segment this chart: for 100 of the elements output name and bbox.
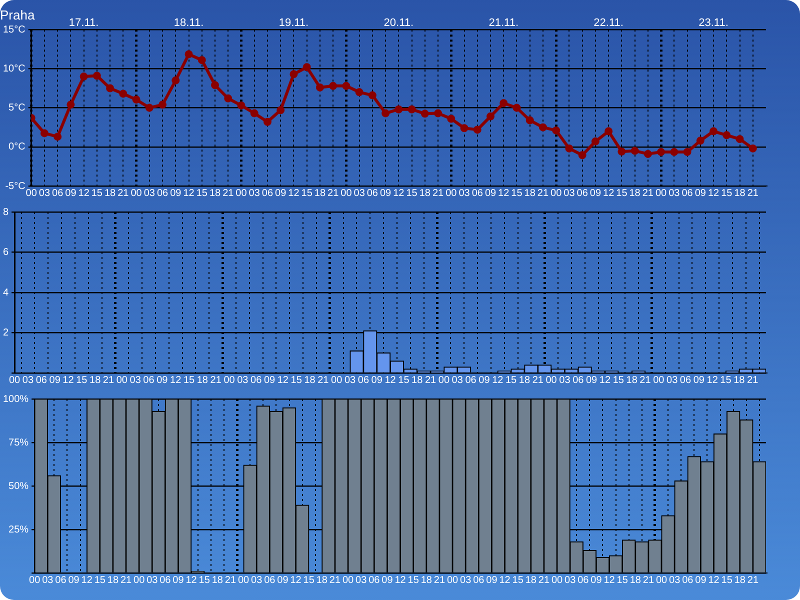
x-tick-label: 18 (412, 374, 424, 386)
text: 23.11. (698, 17, 728, 30)
x-tick-label: 12 (186, 574, 198, 586)
x-tick-label: 09 (264, 374, 276, 386)
x-tick-label: 18 (212, 574, 224, 586)
x-tick-label: 12 (599, 374, 611, 386)
x-tick-label: 18 (629, 188, 641, 199)
x-tick-label: 12 (170, 374, 182, 386)
x-tick-label: 09 (371, 374, 383, 386)
x-tick-label: 06 (680, 374, 692, 386)
x-tick-label: 21 (538, 574, 550, 586)
x-tick-label: 06 (572, 374, 584, 386)
x-tick-label: 03 (452, 374, 464, 386)
x-tick-label: 06 (368, 574, 380, 586)
y-tick-label: 75% (8, 437, 29, 448)
x-tick-label: 21 (102, 374, 114, 386)
x-tick-label: 21 (747, 188, 759, 199)
x-tick-label: 21 (432, 188, 444, 199)
x-tick-label: 03 (344, 374, 356, 386)
text: 17.11. (68, 17, 99, 30)
x-tick-label: 09 (380, 188, 392, 199)
x-tick-label: 03 (564, 574, 576, 586)
x-tick-label: 00 (116, 374, 128, 386)
x-tick-label: 00 (331, 374, 343, 386)
x-tick-label: 12 (277, 374, 289, 386)
x-tick-label: 06 (682, 188, 694, 199)
x-tick-label: 12 (183, 188, 195, 199)
x-tick-label: 09 (694, 188, 706, 199)
x-tick-label: 18 (314, 188, 326, 199)
x-tick-label: 03 (38, 188, 50, 199)
x-tick-label: 21 (222, 188, 234, 199)
x-tick-label: 06 (52, 188, 64, 199)
x-tick-label: 12 (393, 188, 405, 199)
x-tick-label: 12 (498, 188, 510, 199)
x-tick-label: 21 (537, 188, 549, 199)
x-tick-label: 00 (236, 188, 248, 199)
x-tick-label: 12 (81, 574, 93, 586)
x-tick-label: 18 (196, 374, 208, 386)
x-tick-label: 03 (669, 574, 681, 586)
x-tick-label: 18 (525, 574, 537, 586)
x-tick-label: 00 (29, 574, 41, 586)
x-tick-label: 03 (668, 188, 680, 199)
x-tick-label: 18 (626, 374, 638, 386)
x-tick-label: 03 (237, 374, 249, 386)
x-tick-label: 12 (603, 188, 615, 199)
x-tick-label: 03 (559, 374, 571, 386)
y-tick-label: 5°C (8, 102, 26, 114)
y-tick-label: 15°C (3, 24, 26, 36)
x-tick-label: 06 (358, 374, 370, 386)
x-tick-label: 12 (706, 374, 718, 386)
x-tick-label: 03 (354, 188, 366, 199)
x-tick-label: 00 (224, 374, 236, 386)
y-tick-label: 4 (3, 287, 9, 298)
x-tick-label: 15 (408, 574, 420, 586)
x-tick-label: 09 (586, 374, 598, 386)
text: 21.11. (488, 17, 519, 30)
x-tick-label: 21 (120, 574, 132, 586)
x-tick-label: 09 (382, 574, 394, 586)
text: 22.11. (594, 17, 624, 30)
x-tick-label: 06 (156, 188, 169, 199)
x-tick-label: 18 (304, 374, 316, 386)
x-tick-label: 00 (342, 574, 354, 586)
x-tick-label: 06 (473, 574, 485, 586)
x-tick-label: 00 (546, 374, 558, 386)
x-tick-label: 18 (107, 574, 119, 586)
x-tick-label: 18 (734, 188, 746, 199)
x-tick-label: 21 (747, 574, 759, 586)
x-tick-label: 09 (172, 574, 184, 586)
x-tick-label: 15 (616, 188, 628, 199)
x-tick-label: 18 (518, 374, 530, 386)
x-tick-label: 15 (94, 574, 106, 586)
x-tick-label: 15 (721, 188, 733, 199)
y-tick-label: 8 (3, 206, 9, 218)
x-tick-label: 12 (290, 574, 302, 586)
y-tick-label: 0°C (8, 142, 26, 153)
x-tick-label: 21 (318, 374, 330, 386)
x-tick-label: 00 (653, 374, 665, 386)
x-tick-label: 03 (458, 188, 470, 199)
x-tick-label: 06 (465, 374, 477, 386)
x-tick-label: 03 (248, 188, 260, 199)
text: 20.11. (384, 17, 414, 30)
x-tick-label: 00 (656, 574, 668, 586)
y-tick-label: 25% (8, 524, 29, 536)
chart-title: Praha (0, 7, 36, 22)
x-tick-label: 12 (62, 374, 74, 386)
x-tick-label: 21 (118, 188, 130, 199)
x-tick-label: 18 (316, 574, 328, 586)
text: 18.11. (174, 17, 204, 30)
x-tick-label: 09 (156, 374, 168, 386)
x-tick-label: 00 (26, 188, 38, 199)
x-tick-label: 09 (590, 574, 602, 586)
x-tick-label: 15 (198, 574, 210, 586)
x-tick-label: 03 (146, 574, 158, 586)
x-tick-label: 15 (406, 188, 418, 199)
x-tick-label: 03 (144, 188, 156, 199)
x-tick-label: 15 (76, 374, 88, 386)
x-tick-label: 00 (340, 188, 352, 199)
x-tick-label: 21 (640, 374, 652, 386)
x-tick-label: 06 (262, 188, 274, 199)
x-tick-label: 15 (398, 374, 410, 386)
